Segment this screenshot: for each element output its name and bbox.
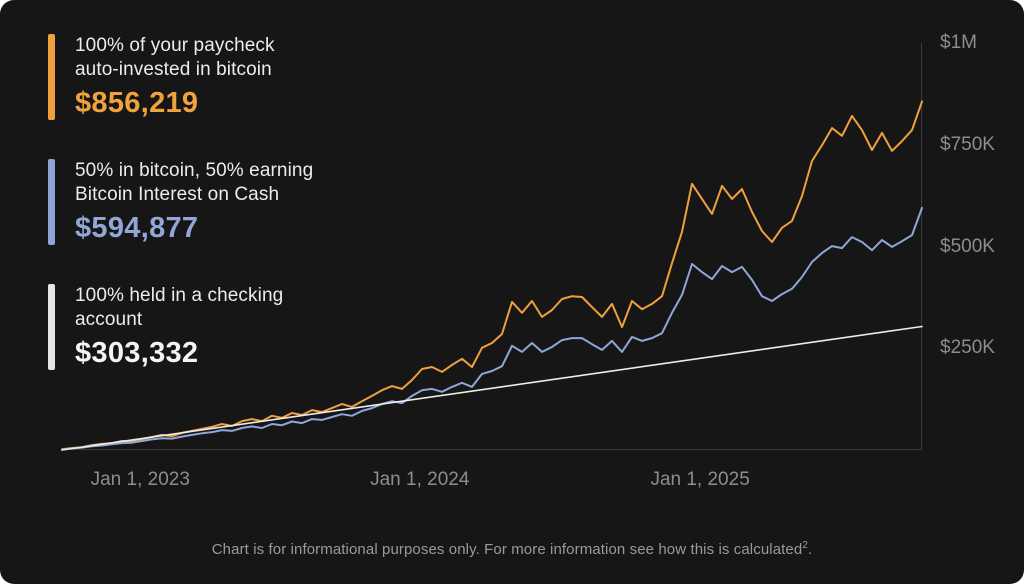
legend-text-bitcoin-dca: 100% of your paycheck auto-invested in b…: [75, 34, 275, 120]
y-axis-label: $500K: [940, 235, 995, 257]
series-line-checking-account: [61, 325, 923, 451]
footer-period: .: [807, 541, 813, 558]
y-axis-label: $1M: [940, 32, 977, 53]
legend-value-checking: $303,332: [75, 337, 199, 369]
legend-label-line2: Bitcoin Interest on Cash: [75, 184, 280, 205]
legend-value-half-half: $594,877: [75, 212, 199, 244]
y-axis-label: $750K: [940, 133, 995, 155]
x-axis-label: Jan 1, 2023: [90, 469, 190, 490]
legend-item-bitcoin-dca: 100% of your paycheck auto-invested in b…: [48, 34, 275, 120]
series-line-half-bitcoin-half-interest: [61, 206, 923, 451]
y-axis-label: $250K: [940, 337, 995, 359]
series-line-bitcoin-dca: [61, 100, 923, 451]
legend-bar-checking: [48, 284, 55, 370]
x-axis-label: Jan 1, 2025: [650, 469, 750, 490]
legend-value-bitcoin-dca: $856,219: [75, 87, 199, 119]
legend-bar-bitcoin-dca: [48, 34, 55, 120]
legend-label-line2: auto-invested in bitcoin: [75, 59, 272, 80]
x-axis-label: Jan 1, 2024: [370, 469, 470, 490]
footer-text: Chart is for informational purposes only…: [211, 541, 803, 558]
chart-svg: [61, 100, 923, 451]
legend-label-line1: 100% held in a checking: [75, 285, 284, 306]
legend-label-line1: 100% of your paycheck: [75, 35, 275, 56]
legend-text-checking: 100% held in a checking account $303,332: [75, 284, 283, 370]
footer-note: Chart is for informational purposes only…: [0, 540, 1024, 558]
legend-label-line2: account: [75, 309, 143, 330]
legend-bar-half-half: [48, 159, 55, 245]
legend-item-checking: 100% held in a checking account $303,332: [48, 284, 283, 370]
legend-text-half-half: 50% in bitcoin, 50% earning Bitcoin Inte…: [75, 159, 313, 245]
footer-superscript: 2: [802, 540, 808, 551]
legend-item-half-half: 50% in bitcoin, 50% earning Bitcoin Inte…: [48, 159, 313, 245]
chart-plot-area: [61, 43, 923, 451]
legend-label-line1: 50% in bitcoin, 50% earning: [75, 160, 314, 181]
